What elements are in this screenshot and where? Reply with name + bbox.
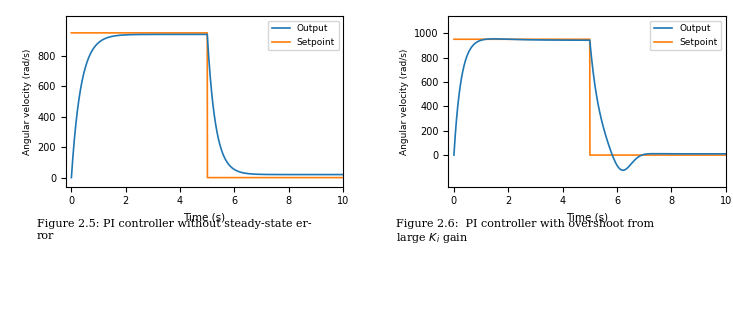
- Legend: Output, Setpoint: Output, Setpoint: [268, 21, 339, 50]
- Y-axis label: Angular velocity (rad/s): Angular velocity (rad/s): [23, 48, 32, 155]
- Text: Figure 2.5: PI controller without steady-state er-
ror: Figure 2.5: PI controller without steady…: [37, 219, 312, 241]
- Legend: Output, Setpoint: Output, Setpoint: [650, 21, 721, 50]
- Y-axis label: Angular velocity (rad/s): Angular velocity (rad/s): [399, 48, 409, 155]
- Text: Figure 2.6:  PI controller with overshoot from
large $K_i$ gain: Figure 2.6: PI controller with overshoot…: [396, 219, 654, 245]
- X-axis label: Time (s): Time (s): [183, 212, 226, 222]
- X-axis label: Time (s): Time (s): [566, 212, 608, 222]
